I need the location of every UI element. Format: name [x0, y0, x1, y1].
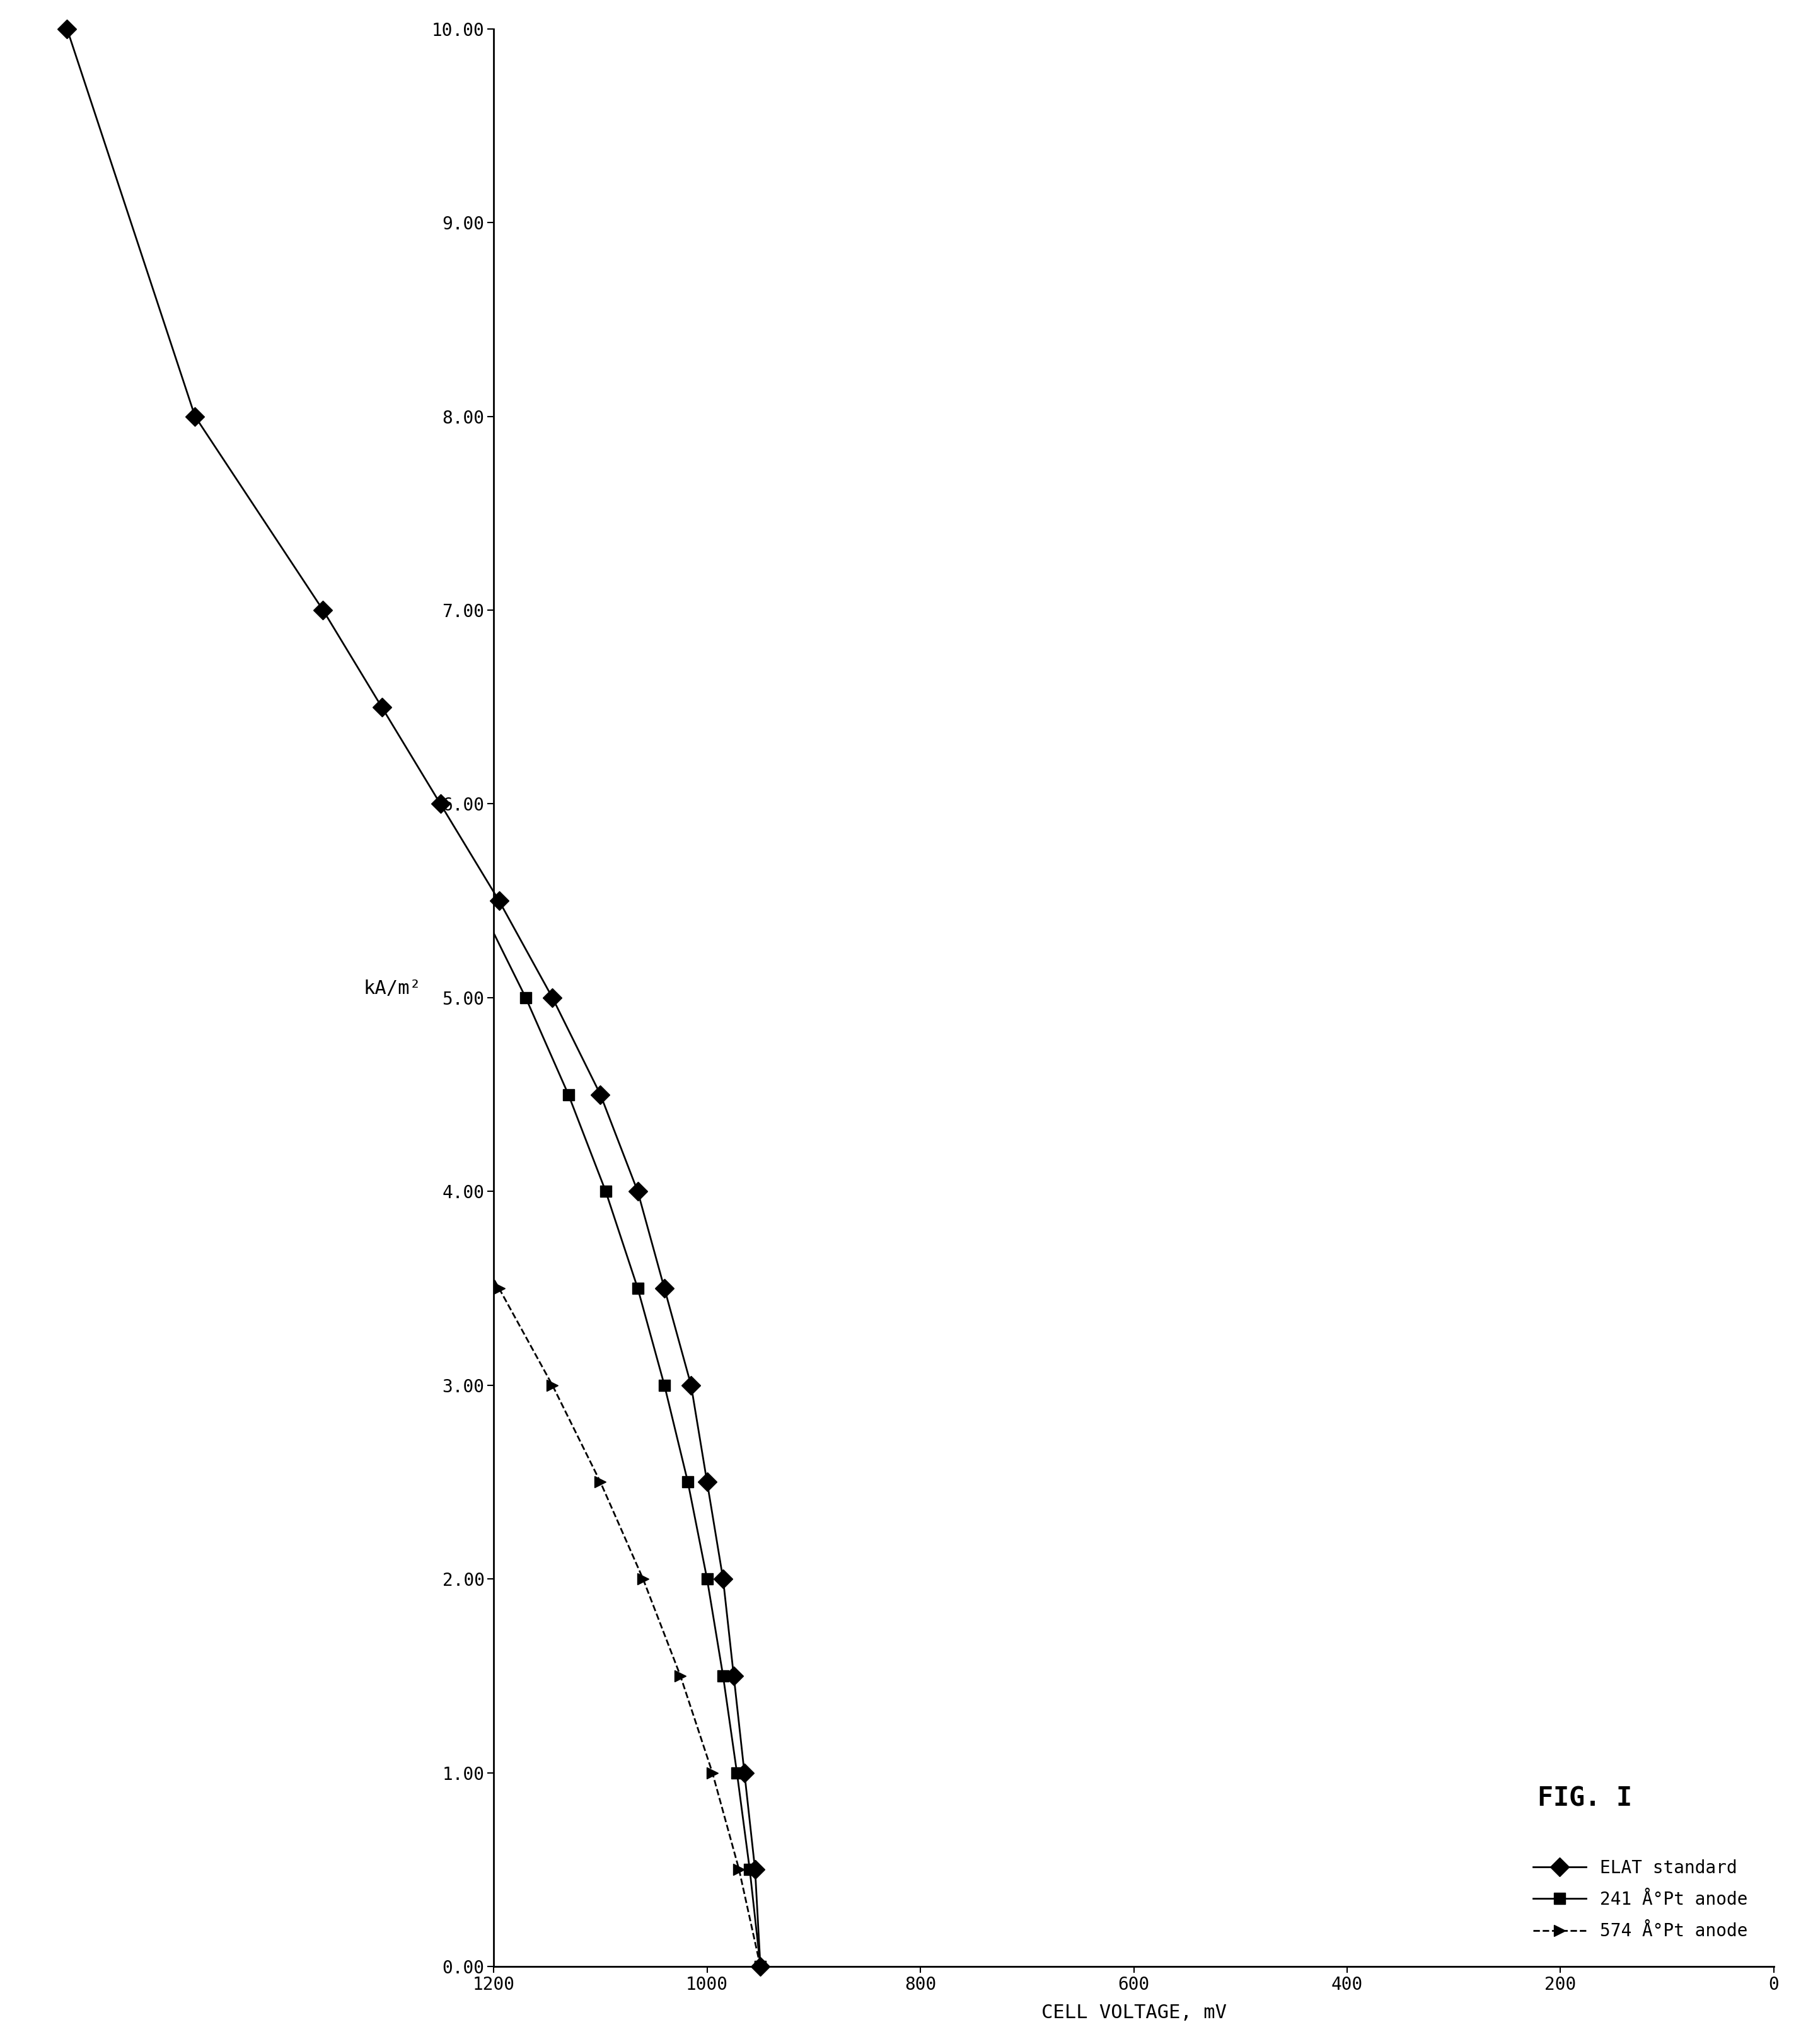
Legend: ELAT standard, 241 Å°Pt anode, 574 Å°Pt anode: ELAT standard, 241 Å°Pt anode, 574 Å°Pt …	[1516, 1842, 1765, 1958]
ELAT standard	[744, 1858, 765, 1883]
574 Å°Pt anode	[749, 1954, 771, 1979]
241 Å°Pt anode	[697, 1566, 719, 1590]
ELAT standard	[312, 597, 333, 621]
ELAT standard	[589, 1081, 611, 1106]
241 Å°Pt anode	[515, 985, 537, 1010]
574 Å°Pt anode	[9, 501, 31, 525]
574 Å°Pt anode	[589, 1470, 611, 1494]
ELAT standard	[733, 1760, 755, 1784]
ELAT standard	[488, 889, 510, 914]
241 Å°Pt anode	[466, 889, 488, 914]
574 Å°Pt anode	[670, 1664, 692, 1688]
574 Å°Pt anode	[432, 1179, 454, 1204]
ELAT standard	[430, 791, 452, 816]
ELAT standard	[56, 16, 77, 41]
ELAT standard	[681, 1374, 702, 1398]
241 Å°Pt anode	[558, 1081, 580, 1106]
574 Å°Pt anode	[317, 985, 339, 1010]
Line: 574 Å°Pt anode: 574 Å°Pt anode	[0, 217, 765, 1972]
241 Å°Pt anode	[414, 791, 436, 816]
Line: ELAT standard: ELAT standard	[61, 22, 767, 1972]
X-axis label: CELL VOLTAGE, mV: CELL VOLTAGE, mV	[1041, 2003, 1226, 2022]
574 Å°Pt anode	[632, 1566, 654, 1590]
ELAT standard	[722, 1664, 744, 1688]
241 Å°Pt anode	[749, 1954, 771, 1979]
ELAT standard	[749, 1954, 771, 1979]
ELAT standard	[542, 985, 564, 1010]
ELAT standard	[371, 695, 393, 719]
574 Å°Pt anode	[488, 1275, 510, 1300]
574 Å°Pt anode	[72, 597, 94, 621]
ELAT standard	[711, 1566, 733, 1590]
241 Å°Pt anode	[627, 1275, 648, 1300]
Y-axis label: kA/m²: kA/m²	[364, 979, 421, 997]
241 Å°Pt anode	[355, 695, 376, 719]
ELAT standard	[627, 1179, 648, 1204]
574 Å°Pt anode	[542, 1374, 564, 1398]
ELAT standard	[654, 1275, 675, 1300]
241 Å°Pt anode	[157, 405, 178, 429]
574 Å°Pt anode	[200, 791, 222, 816]
241 Å°Pt anode	[292, 597, 313, 621]
574 Å°Pt anode	[137, 695, 158, 719]
Line: 241 Å°Pt anode: 241 Å°Pt anode	[162, 411, 765, 1972]
241 Å°Pt anode	[594, 1179, 616, 1204]
241 Å°Pt anode	[227, 501, 249, 525]
574 Å°Pt anode	[376, 1081, 398, 1106]
241 Å°Pt anode	[654, 1374, 675, 1398]
Text: FIG. I: FIG. I	[1538, 1786, 1632, 1811]
ELAT standard	[184, 405, 205, 429]
241 Å°Pt anode	[677, 1470, 699, 1494]
ELAT standard	[697, 1470, 719, 1494]
241 Å°Pt anode	[738, 1858, 760, 1883]
574 Å°Pt anode	[702, 1760, 724, 1784]
241 Å°Pt anode	[726, 1760, 747, 1784]
574 Å°Pt anode	[728, 1858, 749, 1883]
574 Å°Pt anode	[259, 889, 281, 914]
241 Å°Pt anode	[711, 1664, 733, 1688]
